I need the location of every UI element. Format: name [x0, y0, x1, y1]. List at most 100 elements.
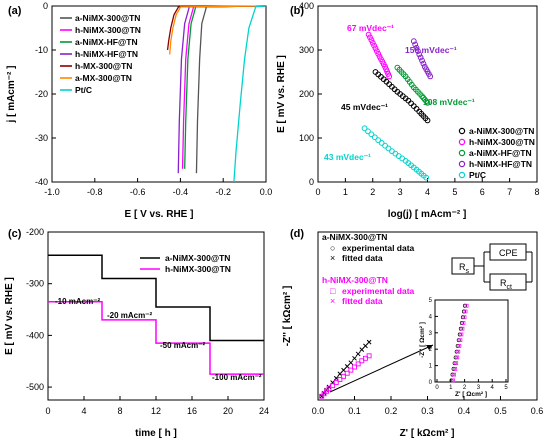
inset-point-h: [451, 378, 455, 383]
point-a-NiMX-300@TN experimental: [348, 360, 354, 366]
inset-point-h: [464, 303, 469, 308]
panel-b-label: (b): [290, 5, 304, 17]
inset-ylabel: -Z'' [ Ωcm² ]: [419, 322, 426, 358]
inset-x-tick-label: 4: [491, 385, 495, 391]
point-h-NiMX-300@TN experimental: [337, 377, 343, 382]
x-tick-label: 7: [507, 187, 512, 197]
point-Pt/C: [382, 142, 388, 149]
point-a-NiMX-HF@TN: [424, 99, 431, 106]
panel-b-points: [361, 31, 434, 181]
x-tick-label: 0.6: [531, 406, 543, 416]
y-tick-label: 0: [309, 177, 314, 187]
x-tick-label: -0.4: [173, 187, 189, 197]
panel-a: (a) -1.0 -0.8 -0.6 -0.4 -0.2 0.0 0 -10 -20 -30 -40…: [6, 1, 272, 220]
x-tick-label: 0.5: [494, 406, 507, 416]
point-h-NiMX-300@TN: [365, 31, 372, 38]
inset-y-tick-label: 3: [429, 331, 433, 337]
point-h-NiMX-300@TN experimental: [344, 370, 350, 376]
legend-label: a-NiMX-300@TN: [75, 13, 140, 23]
panel-b-legend: a-NiMX-300@TNh-NiMX-300@TNa-NiMX-HF@TNh-…: [458, 126, 535, 180]
panel-d-points: [319, 339, 372, 399]
point-a-NiMX-300@TN: [408, 100, 414, 107]
x-tick-label: -0.8: [87, 187, 103, 197]
legend-marker: ×: [330, 296, 335, 306]
x-tick-label: 5: [452, 187, 457, 197]
inset-x-tick-label: 2: [463, 385, 467, 391]
point-Pt/C: [371, 134, 378, 141]
x-tick-label: 16: [187, 406, 197, 416]
x-tick-label: 2: [370, 187, 375, 197]
curve-h-NiMX-HF@TN: [177, 5, 267, 174]
inset: 0 1 2 3 4 5 0 1 2 3 4 5 Z' [ Ωcm² ] -Z'' [ Ωcm² ]: [419, 298, 509, 398]
x-tick-label: 0.1: [348, 406, 361, 416]
inset-point-h: [461, 321, 466, 325]
inset-point-h: [456, 349, 461, 354]
panel-b: (b) 0 1 2 3 4 5 6 7 8 0 100 200 300 400 a-NiMX-300@TN…: [276, 1, 540, 220]
legend-label: h-NiMX-300@TN: [469, 137, 535, 147]
panel-b-ticks: 0 1 2 3 4 5 6 7 8 0 100 200 300 400: [299, 1, 540, 197]
point-h-NiMX-300@TN experimental: [359, 358, 365, 364]
panel-a-ylabel: j [ mAcm⁻² ]: [6, 66, 17, 124]
slope-annotation: 150 mVdec⁻¹: [405, 45, 457, 55]
point-Pt/C: [399, 155, 406, 162]
inset-point-h: [463, 309, 468, 314]
x-tick-label: 0.0: [260, 187, 273, 197]
point-h-NiMX-300@TN: [371, 42, 378, 49]
y-tick-label: -40: [35, 177, 48, 187]
point-Pt/C: [378, 140, 385, 146]
point-h-NiMX-300@TN: [367, 34, 373, 41]
legend-label: h-NiMX-HF@TN: [75, 49, 138, 59]
point-h-NiMX-HF@TN: [415, 48, 421, 54]
point-a-NiMX-300@TN: [424, 117, 431, 124]
panel-c-annotations: -10 mAcm⁻² -20 mAcm⁻² -50 mAcm⁻² -100 mAcm⁻…: [55, 297, 262, 382]
point-h-NiMX-HF@TN: [413, 44, 420, 51]
line-h-NiMX-300@TN: [48, 301, 264, 375]
panel-d-label: (d): [290, 228, 304, 240]
current-density-annotation: -10 mAcm⁻²: [55, 297, 100, 306]
legend-marker: ×: [330, 253, 335, 263]
panel-a-legend: a-NiMX-300@TN h-NiMX-300@TN a-NiMX-HF@TN h-…: [60, 13, 141, 95]
point-h-NiMX-300@TN experimental: [363, 355, 368, 361]
inset-y-tick-label: 2: [429, 347, 433, 353]
point-h-NiMX-300@TN experimental: [333, 380, 339, 386]
legend-label: experimental data: [342, 286, 415, 296]
point-h-NiMX-300@TN experimental: [348, 367, 354, 373]
point-h-NiMX-300@TN: [369, 39, 376, 46]
panel-a-xlabel: E [ V vs. RHE ]: [125, 209, 194, 220]
legend-label: a-NiMX-HF@TN: [469, 148, 532, 158]
legend-label: a-MX-300@TN: [75, 73, 132, 83]
point-h-NiMX-300@TN: [372, 45, 379, 52]
panel-b-ylabel: E [ mV vs. RHE ]: [276, 55, 287, 133]
inset-y-tick-label: 1: [429, 364, 433, 370]
x-tick-label: 0.3: [421, 406, 434, 416]
curve-a-MX-300@TN: [169, 5, 267, 55]
point-Pt/C: [392, 150, 399, 157]
legend-marker: ○: [330, 243, 335, 253]
x-tick-label: 4: [81, 406, 86, 416]
point-h-NiMX-300@TN: [368, 37, 375, 43]
x-tick-label: 12: [151, 406, 161, 416]
y-tick-label: 300: [299, 45, 314, 55]
point-a-NiMX-300@TN experimental: [352, 355, 357, 361]
rs-label: Rs: [459, 262, 470, 275]
point-h-NiMX-HF@TN: [410, 38, 417, 45]
point-h-NiMX-HF@TN: [417, 54, 424, 61]
point-Pt/C: [375, 137, 382, 144]
legend-group-title: a-NiMX-300@TN: [322, 232, 387, 242]
inset-x-tick-label: 1: [449, 385, 453, 391]
inset-point-h: [457, 344, 462, 348]
x-tick-label: 24: [259, 406, 269, 416]
panel-d-legend: a-NiMX-300@TN○ experimental data × fitted d…: [322, 232, 415, 306]
current-density-annotation: -20 mAcm⁻²: [107, 311, 152, 320]
y-tick-label: 100: [299, 133, 314, 143]
legend-label: h-NiMX-HF@TN: [469, 159, 532, 169]
rct-label: Rct: [500, 278, 512, 291]
point-Pt/C: [365, 128, 371, 135]
legend-label: a-NiMX-300@TN: [165, 253, 230, 263]
inset-x-tick-label: 5: [504, 385, 508, 391]
point-Pt/C: [423, 174, 430, 181]
curve-Pt/C: [233, 5, 267, 183]
equivalent-circuit: [451, 243, 533, 291]
slope-annotation: 108 mVdec⁻¹: [423, 97, 475, 107]
